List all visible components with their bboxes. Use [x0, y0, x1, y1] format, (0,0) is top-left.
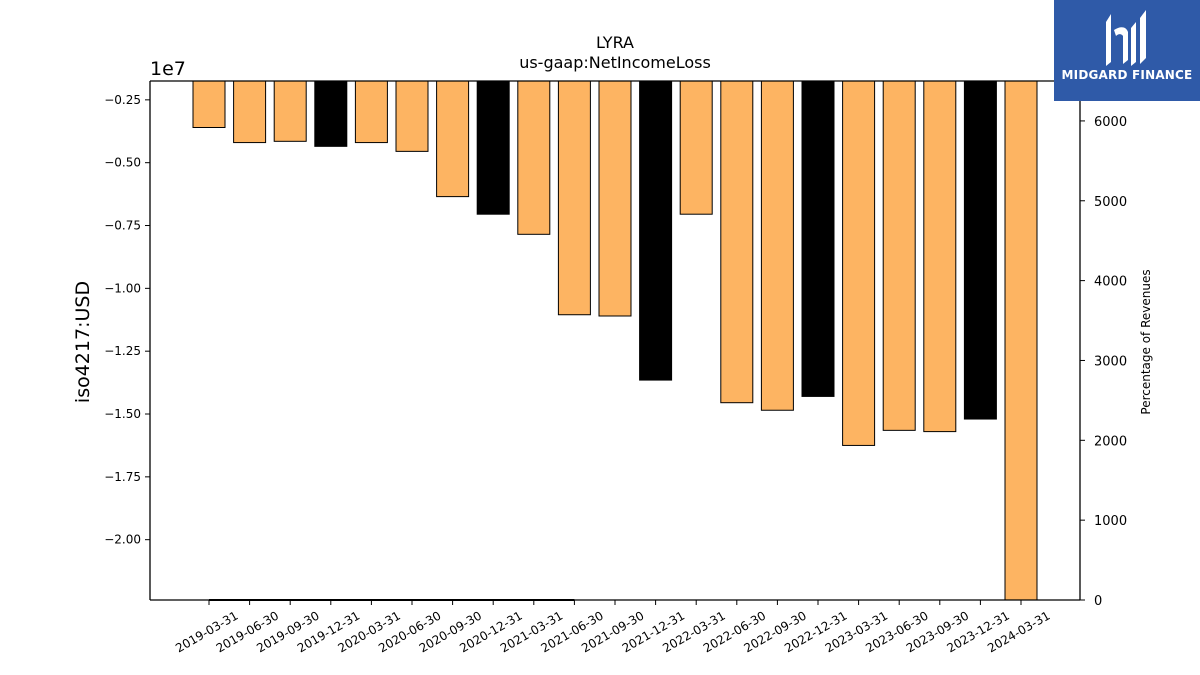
- y2-tick-label: 5000: [1094, 195, 1127, 210]
- y-tick-label: −1.75: [104, 470, 141, 484]
- y2-tick-label: 2000: [1094, 434, 1127, 449]
- bar-2019-09-30: [273, 80, 307, 142]
- y-offset-label: 1e7: [150, 58, 186, 80]
- y-axis-label: iso4217:USD: [72, 281, 94, 403]
- chart-title: LYRA: [596, 33, 634, 52]
- y-ticks: −0.25 −0.50 −0.75 −1.00 −1.25 −1.50 −1.75 −2.00: [104, 93, 150, 547]
- bar-2024-03-31: [1004, 80, 1038, 601]
- y2-tick-label: 3000: [1094, 354, 1127, 369]
- y-tick-label: −0.25: [104, 93, 141, 107]
- y2-ticks: 0 1000 2000 3000 4000 5000 6000: [1080, 115, 1127, 609]
- chart-subtitle: us-gaap:NetIncomeLoss: [519, 53, 711, 72]
- x-ticks: 2019-03-312019-06-302019-09-302019-12-31…: [173, 600, 1053, 655]
- bar-2020-12-31: [476, 80, 510, 215]
- y2-axis-label: Percentage of Revenues: [1139, 269, 1153, 414]
- bar-2021-03-31: [517, 80, 551, 235]
- brand-logo: MIDGARD FINANCE: [1054, 0, 1200, 101]
- bar-2021-06-30: [557, 80, 591, 316]
- bar-2023-09-30: [923, 80, 957, 433]
- y-tick-label: −0.50: [104, 156, 141, 170]
- mf-monogram-icon: [1106, 10, 1146, 66]
- y2-tick-label: 0: [1094, 594, 1102, 609]
- y-tick-label: −0.75: [104, 219, 141, 233]
- y2-tick-label: 4000: [1094, 275, 1127, 290]
- bar-2023-12-31: [963, 80, 997, 420]
- bar-2022-03-31: [679, 80, 713, 215]
- y2-tick-label: 6000: [1094, 115, 1127, 130]
- bar-2020-06-30: [395, 80, 429, 152]
- bar-2019-06-30: [233, 80, 267, 144]
- bar-2023-03-31: [842, 80, 876, 446]
- bar-2019-03-31: [192, 80, 226, 128]
- bar-2022-12-31: [801, 80, 835, 397]
- y-tick-label: −1.00: [104, 281, 141, 295]
- brand-name: MIDGARD FINANCE: [1061, 68, 1193, 82]
- bar-2020-09-30: [436, 80, 470, 198]
- y-tick-label: −1.50: [104, 407, 141, 421]
- bar-2023-06-30: [882, 80, 916, 431]
- y2-tick-label: 1000: [1094, 514, 1127, 529]
- bar-2021-12-31: [639, 80, 673, 381]
- bar-2020-03-31: [354, 80, 388, 144]
- bar-2021-09-30: [598, 80, 632, 317]
- bar-2022-06-30: [720, 80, 754, 404]
- y-tick-label: −2.00: [104, 533, 141, 547]
- bar-2019-12-31: [314, 80, 348, 147]
- bar-group: [192, 80, 1038, 601]
- bar-2022-09-30: [760, 80, 794, 411]
- y-tick-label: −1.25: [104, 344, 141, 358]
